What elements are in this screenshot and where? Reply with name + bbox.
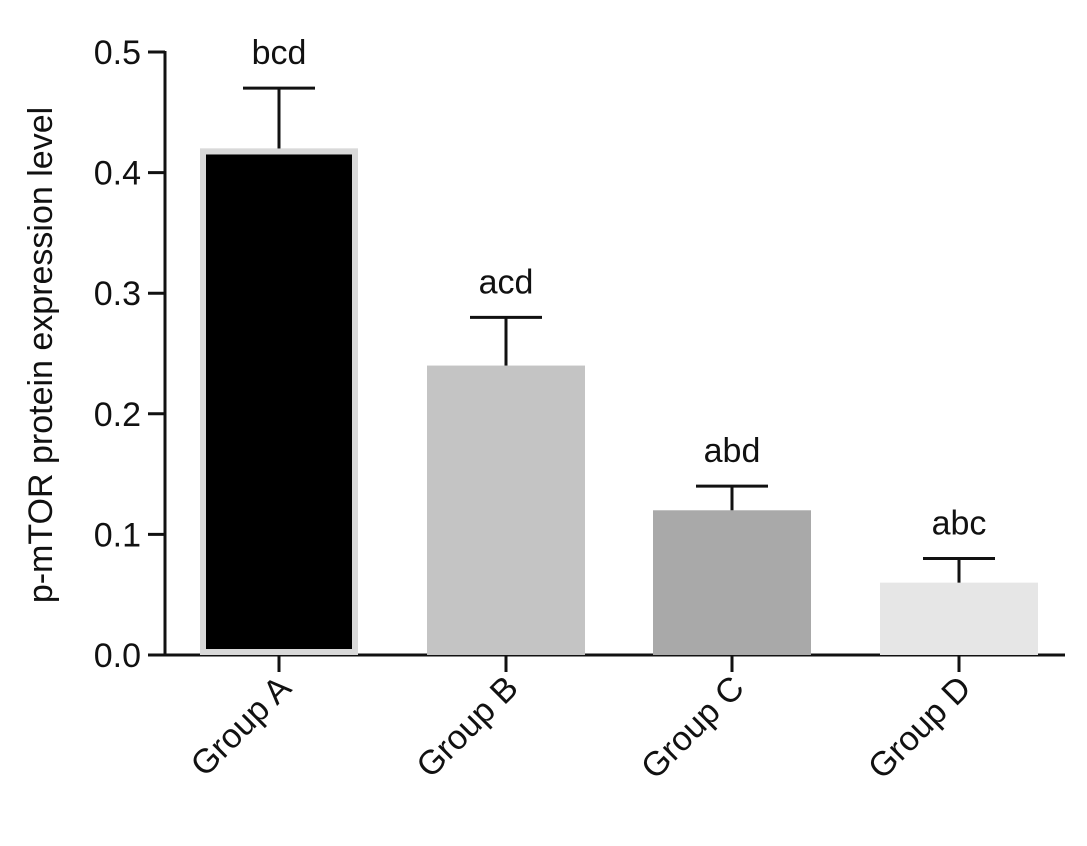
- y-ticks: 0.0 0.1 0.2 0.3 0.4 0.5: [94, 34, 165, 675]
- y-tick-label: 0.4: [94, 155, 141, 193]
- y-tick-label: 0.2: [94, 396, 141, 434]
- significance-label: abc: [932, 505, 987, 543]
- significance-label: acd: [479, 263, 534, 301]
- bars: [200, 148, 1038, 656]
- bar-outline: [200, 148, 358, 655]
- significance-annotations: bcd acd abd abc: [252, 34, 987, 542]
- significance-label: abd: [704, 432, 761, 470]
- y-tick-label: 0.5: [94, 34, 141, 72]
- y-tick-label: 0.0: [94, 637, 141, 675]
- error-bars: [243, 86, 995, 583]
- bar: [427, 365, 585, 655]
- x-tick-label: Group C: [634, 669, 752, 787]
- bar: [880, 582, 1038, 655]
- y-axis-label: p-mTOR protein expression level: [22, 107, 60, 603]
- significance-label: bcd: [252, 34, 307, 72]
- x-tick-label: Group A: [184, 669, 299, 784]
- bar: [653, 510, 811, 655]
- x-tick-label: Group D: [861, 669, 979, 787]
- bar: [200, 148, 358, 656]
- x-tick-label: Group B: [409, 669, 525, 785]
- x-ticks: Group A Group B Group C Group D: [184, 655, 979, 787]
- y-tick-label: 0.3: [94, 275, 141, 313]
- y-tick-label: 0.1: [94, 516, 141, 554]
